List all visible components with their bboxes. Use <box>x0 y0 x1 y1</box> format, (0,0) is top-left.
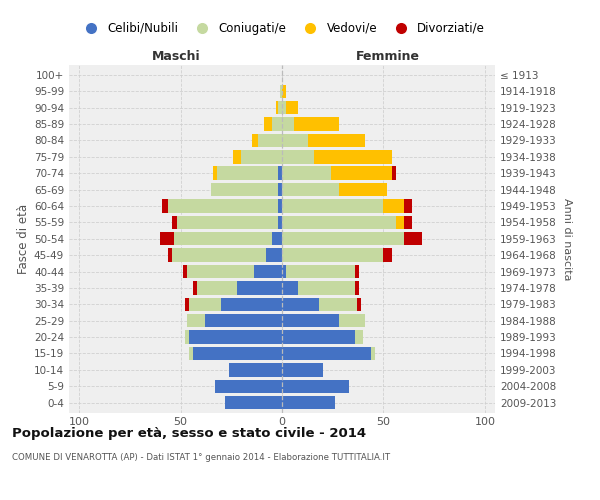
Bar <box>383 248 392 262</box>
Bar <box>282 166 331 180</box>
Bar <box>193 281 197 294</box>
Bar <box>193 347 282 360</box>
Bar <box>188 330 282 344</box>
Bar <box>331 166 392 180</box>
Bar <box>278 101 282 114</box>
Text: COMUNE DI VENAROTTA (AP) - Dati ISTAT 1° gennaio 2014 - Elaborazione TUTTITALIA.: COMUNE DI VENAROTTA (AP) - Dati ISTAT 1°… <box>12 452 390 462</box>
Bar <box>282 298 319 311</box>
Bar <box>282 84 286 98</box>
Bar <box>282 380 349 393</box>
Bar <box>282 265 286 278</box>
Bar <box>298 281 355 294</box>
Y-axis label: Fasce di età: Fasce di età <box>17 204 30 274</box>
Bar <box>404 199 412 212</box>
Y-axis label: Anni di nascita: Anni di nascita <box>562 198 572 280</box>
Text: Femmine: Femmine <box>355 50 419 62</box>
Bar <box>355 281 359 294</box>
Bar <box>169 199 278 212</box>
Bar <box>175 232 272 245</box>
Bar <box>182 265 187 278</box>
Bar <box>319 298 357 311</box>
Bar <box>225 396 282 409</box>
Bar <box>282 363 323 376</box>
Bar <box>176 216 278 229</box>
Bar <box>264 118 272 130</box>
Bar <box>282 330 355 344</box>
Bar <box>241 150 282 164</box>
Bar <box>221 298 282 311</box>
Bar <box>404 232 422 245</box>
Bar <box>392 166 395 180</box>
Bar <box>217 166 278 180</box>
Legend: Celibi/Nubili, Coniugati/e, Vedovi/e, Divorziati/e: Celibi/Nubili, Coniugati/e, Vedovi/e, Di… <box>74 17 490 40</box>
Bar <box>339 183 388 196</box>
Bar <box>282 199 383 212</box>
Bar <box>371 347 376 360</box>
Bar <box>355 330 363 344</box>
Bar <box>278 199 282 212</box>
Bar <box>185 330 188 344</box>
Bar <box>404 216 412 229</box>
Bar <box>197 281 238 294</box>
Bar <box>355 265 359 278</box>
Bar <box>276 101 278 114</box>
Bar <box>272 232 282 245</box>
Bar <box>280 84 282 98</box>
Bar <box>282 232 404 245</box>
Bar <box>211 183 278 196</box>
Bar <box>282 314 339 328</box>
Bar <box>314 150 392 164</box>
Bar <box>187 265 254 278</box>
Bar <box>169 248 172 262</box>
Bar <box>266 248 282 262</box>
Bar <box>257 134 282 147</box>
Bar <box>187 314 205 328</box>
Bar <box>308 134 365 147</box>
Bar <box>251 134 257 147</box>
Bar <box>282 216 395 229</box>
Bar <box>213 166 217 180</box>
Bar <box>272 118 282 130</box>
Bar <box>282 183 339 196</box>
Bar <box>282 118 294 130</box>
Bar <box>172 216 176 229</box>
Bar <box>282 150 314 164</box>
Bar <box>215 380 282 393</box>
Bar <box>395 216 404 229</box>
Bar <box>383 199 404 212</box>
Bar <box>282 281 298 294</box>
Bar <box>282 347 371 360</box>
Bar <box>188 347 193 360</box>
Bar <box>278 183 282 196</box>
Bar <box>254 265 282 278</box>
Bar <box>357 298 361 311</box>
Bar <box>233 150 241 164</box>
Bar <box>172 248 266 262</box>
Bar <box>229 363 282 376</box>
Bar <box>282 101 286 114</box>
Bar <box>163 199 169 212</box>
Bar <box>339 314 365 328</box>
Bar <box>294 118 339 130</box>
Text: Maschi: Maschi <box>152 50 201 62</box>
Bar <box>238 281 282 294</box>
Bar <box>278 216 282 229</box>
Bar <box>160 232 175 245</box>
Bar <box>188 298 221 311</box>
Bar <box>286 265 355 278</box>
Text: Popolazione per età, sesso e stato civile - 2014: Popolazione per età, sesso e stato civil… <box>12 428 366 440</box>
Bar <box>185 298 188 311</box>
Bar <box>205 314 282 328</box>
Bar <box>286 101 298 114</box>
Bar <box>282 396 335 409</box>
Bar <box>282 134 308 147</box>
Bar <box>282 248 383 262</box>
Bar <box>278 166 282 180</box>
